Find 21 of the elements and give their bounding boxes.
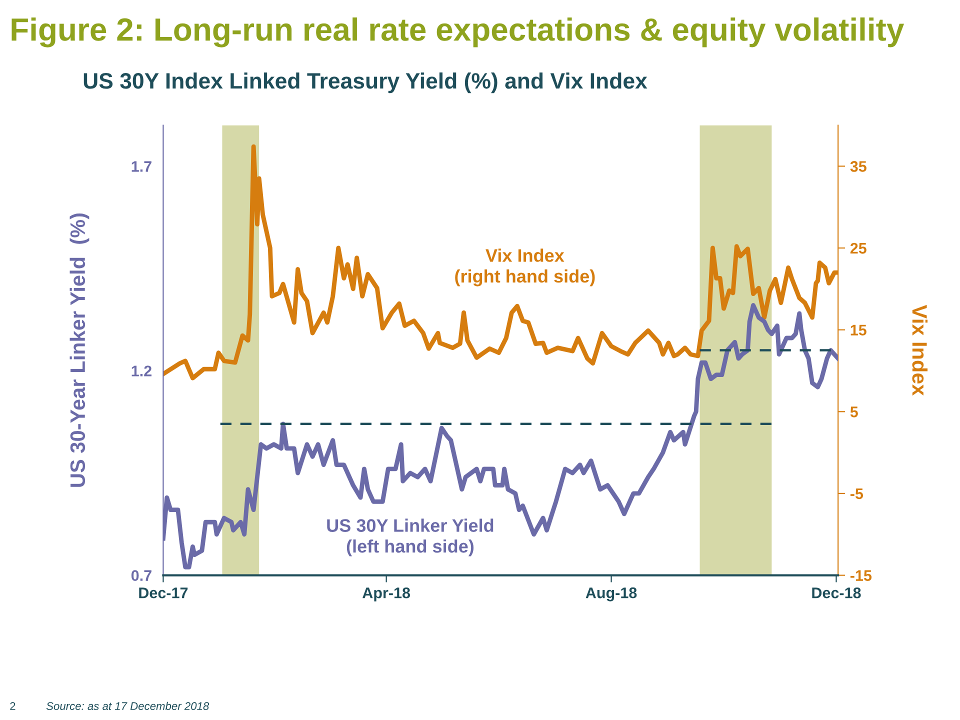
- x-tick-label: Dec-18: [812, 587, 861, 598]
- y2-tick-label: 5: [850, 406, 858, 418]
- y2-tick-label: -15: [850, 570, 872, 581]
- y-tick-label: 1.2: [132, 366, 152, 376]
- series-label: US 30Y Linker Yield (left hand side): [327, 518, 494, 556]
- chart-subtitle: US 30Y Index Linked Treasury Yield (%) and Vix Index: [84, 72, 648, 94]
- y-tick-label: 1.7: [132, 161, 152, 172]
- y2-tick-label: 15: [850, 324, 866, 336]
- x-tick-label: Dec-17: [139, 588, 188, 598]
- y2-tick-label: 25: [850, 242, 866, 254]
- x-tick-label: Aug-18: [586, 587, 637, 602]
- source-note: Source: as at 17 December 2018: [46, 702, 210, 710]
- y2-axis-title: Vix Index: [912, 304, 928, 396]
- y2-tick-label: 35: [850, 161, 866, 172]
- x-tick-label: Apr-18: [362, 587, 410, 602]
- chart-title: Figure 2: Long-run real rate expectations & equity volatility: [12, 17, 904, 48]
- series-label: Vix Index (right hand side): [455, 248, 595, 286]
- y-tick-label: 0.7: [131, 570, 152, 581]
- text: 2: [10, 702, 16, 710]
- y-axis-title: US 30-Year Linker Yield (%): [70, 214, 90, 487]
- y2-tick-label: -5: [850, 488, 864, 500]
